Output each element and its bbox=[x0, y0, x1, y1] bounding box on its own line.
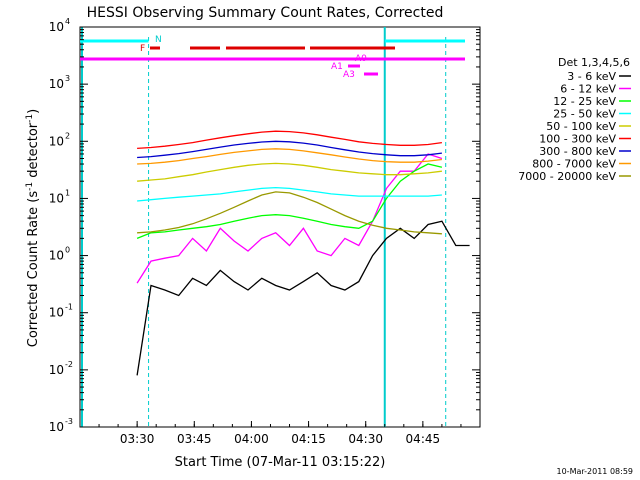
flag-label-f: F bbox=[140, 44, 145, 54]
series-line-0 bbox=[136, 220, 470, 376]
x-tick-label: 03:30 bbox=[120, 432, 155, 446]
series-line-3 bbox=[137, 186, 442, 202]
flag-label-n: N bbox=[155, 35, 162, 45]
y-tick-label: 10 bbox=[49, 363, 64, 377]
x-tick-label: 04:00 bbox=[234, 432, 269, 446]
y-tick-label: 10 bbox=[49, 306, 64, 320]
legend-label-8: 7000 - 20000 keV bbox=[518, 170, 616, 183]
y-axis-title-end: ) bbox=[26, 109, 41, 114]
x-tick-label: 03:45 bbox=[177, 432, 212, 446]
legend-label-6: 300 - 800 keV bbox=[539, 145, 616, 158]
y-tick-label: 10 bbox=[49, 249, 64, 263]
series-line-1 bbox=[136, 153, 443, 284]
x-tick-label: 04:15 bbox=[291, 432, 326, 446]
y-tick-label: 10 bbox=[49, 20, 64, 34]
series-line-2 bbox=[136, 163, 443, 240]
y-tick-label: 10 bbox=[49, 77, 64, 91]
legend-label-7: 800 - 7000 keV bbox=[532, 158, 616, 171]
x-tick-label: 04:45 bbox=[406, 432, 441, 446]
legend-header: Det 1,3,4,5,6 bbox=[558, 56, 630, 69]
legend-label-4: 50 - 100 keV bbox=[546, 120, 616, 133]
y-tick-exponent: 3 bbox=[65, 74, 70, 83]
series-line-8 bbox=[137, 191, 442, 235]
y-axis-title: Corrected Count Rate (s-1 detector-1) bbox=[25, 109, 41, 347]
chart-title: HESSI Observing Summary Count Rates, Cor… bbox=[87, 5, 444, 21]
y-axis-title-mid: detector bbox=[26, 122, 41, 182]
y-tick-exponent: 4 bbox=[65, 17, 70, 26]
series-line-4 bbox=[137, 162, 442, 182]
y-tick-label: 10 bbox=[49, 420, 64, 434]
y-tick-exponent: 1 bbox=[65, 188, 70, 197]
instrument-state-shading bbox=[81, 27, 447, 427]
y-tick-exponent: -3 bbox=[65, 417, 73, 426]
x-tick-label: 04:30 bbox=[348, 432, 383, 446]
legend-label-2: 12 - 25 keV bbox=[553, 95, 616, 108]
series-lines bbox=[136, 130, 470, 376]
plot-frame bbox=[79, 26, 481, 428]
y-tick-label: 10 bbox=[49, 191, 64, 205]
flag-label-a3: A3 bbox=[343, 70, 355, 80]
series-line-7 bbox=[137, 148, 442, 165]
footer-date: 10-Mar-2011 08:59 bbox=[557, 467, 634, 476]
series-line-6 bbox=[137, 140, 442, 159]
y-tick-exponent: 0 bbox=[65, 246, 70, 255]
y-tick-label: 10 bbox=[49, 134, 64, 148]
series-line-5 bbox=[137, 130, 442, 150]
legend-label-0: 3 - 6 keV bbox=[567, 70, 616, 83]
legend-label-1: 6 - 12 keV bbox=[560, 83, 616, 96]
axis-ticks: 03:30 03:45 04:00 04:15 04:30 04:4510-310-210… bbox=[49, 17, 481, 446]
flag-label-a1: A1 bbox=[331, 62, 343, 72]
y-tick-exponent: -2 bbox=[65, 360, 73, 369]
y-axis-title-main: Corrected Count Rate (s bbox=[26, 191, 41, 348]
y-axis-title-sup1: -1 bbox=[25, 182, 35, 191]
y-tick-exponent: 2 bbox=[65, 131, 70, 140]
legend-label-3: 25 - 50 keV bbox=[553, 108, 616, 121]
flag-label-a0: A0 bbox=[355, 54, 367, 64]
y-axis-title-sup2: -1 bbox=[25, 114, 35, 123]
legend-label-5: 100 - 300 keV bbox=[539, 133, 616, 146]
x-axis-title: Start Time (07-Mar-11 03:15:22) bbox=[175, 455, 386, 470]
y-tick-exponent: -1 bbox=[65, 303, 73, 312]
